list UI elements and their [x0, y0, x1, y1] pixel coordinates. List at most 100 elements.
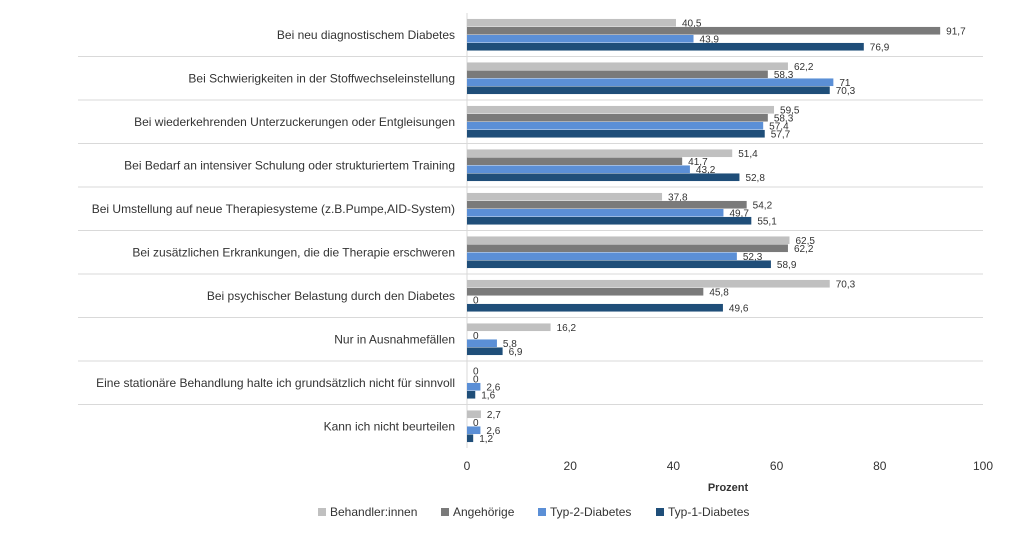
data-label: 2,6 — [486, 382, 500, 393]
category-label: Bei Bedarf an intensiver Schulung oder s… — [124, 158, 455, 172]
data-label: 41,7 — [688, 157, 708, 168]
x-tick-label: 60 — [770, 459, 784, 473]
data-label: 91,7 — [946, 26, 966, 37]
category-label: Bei zusätzlichen Erkrankungen, die die T… — [132, 245, 455, 259]
bar-angeh-rige — [467, 113, 768, 122]
data-label: 76,9 — [870, 42, 890, 53]
bar-typ-1-diabetes — [467, 390, 476, 399]
x-tick-label: 40 — [667, 459, 681, 473]
legend-swatch — [441, 508, 449, 516]
x-tick-label: 80 — [873, 459, 887, 473]
bar-typ-2-diabetes — [467, 165, 690, 174]
bar-typ-2-diabetes — [467, 339, 497, 348]
data-label: 2,6 — [486, 426, 500, 437]
bar-typ-2-diabetes — [467, 78, 834, 87]
data-label: 58,3 — [774, 113, 794, 124]
bar-typ-1-diabetes — [467, 303, 723, 312]
data-label: 49,7 — [729, 208, 749, 219]
bar-typ-1-diabetes — [467, 434, 474, 443]
x-tick-label: 20 — [564, 459, 578, 473]
bar-behandler-innen — [467, 279, 830, 288]
data-label: 58,9 — [777, 260, 797, 271]
data-label: 16,2 — [557, 323, 577, 334]
data-label: 6,9 — [509, 347, 523, 358]
bar-behandler-innen — [467, 105, 775, 114]
bar-typ-1-diabetes — [467, 129, 765, 138]
bar-behandler-innen — [467, 149, 733, 158]
data-label: 52,3 — [743, 252, 763, 263]
bar-typ-1-diabetes — [467, 173, 740, 182]
legend-label: Typ-1-Diabetes — [668, 505, 749, 519]
bar-behandler-innen — [467, 18, 676, 27]
bar-typ-2-diabetes — [467, 382, 481, 391]
data-label: 51,4 — [738, 149, 758, 160]
data-label: 54,2 — [753, 200, 773, 211]
legend-swatch — [656, 508, 664, 516]
data-label: 2,7 — [487, 410, 501, 421]
data-label: 70,3 — [836, 279, 856, 290]
data-label: 0 — [473, 366, 479, 377]
data-label: 55,1 — [757, 216, 777, 227]
data-label: 1,6 — [481, 390, 495, 401]
bar-typ-1-diabetes — [467, 86, 830, 95]
bar-typ-1-diabetes — [467, 42, 864, 51]
data-label: 59,5 — [780, 105, 800, 116]
data-label: 62,2 — [794, 62, 814, 73]
data-label: 49,6 — [729, 303, 749, 314]
x-tick-label: 0 — [464, 459, 471, 473]
category-label: Bei wiederkehrenden Unterzuckerungen ode… — [134, 115, 455, 129]
bar-typ-2-diabetes — [467, 121, 764, 130]
data-label: 40,5 — [682, 18, 702, 29]
bar-angeh-rige — [467, 287, 704, 296]
data-label: 71 — [839, 78, 851, 89]
data-label: 0 — [473, 418, 479, 429]
bar-angeh-rige — [467, 26, 941, 35]
data-label: 1,2 — [479, 434, 493, 445]
data-label: 0 — [473, 374, 479, 385]
data-label: 43,9 — [700, 34, 720, 45]
bar-behandler-innen — [467, 236, 790, 245]
bar-behandler-innen — [467, 410, 481, 419]
data-label: 43,2 — [696, 165, 716, 176]
bar-angeh-rige — [467, 200, 747, 209]
category-label: Bei Umstellung auf neue Therapiesysteme … — [92, 202, 455, 216]
bar-behandler-innen — [467, 192, 663, 201]
category-label: Bei psychischer Belastung durch den Diab… — [207, 289, 455, 303]
data-label: 0 — [473, 295, 479, 306]
bar-typ-1-diabetes — [467, 216, 752, 225]
data-label: 62,5 — [796, 236, 816, 247]
bar-angeh-rige — [467, 244, 788, 253]
x-axis-title: Prozent — [708, 482, 749, 494]
bar-typ-2-diabetes — [467, 34, 694, 43]
category-label: Nur in Ausnahmefällen — [334, 332, 455, 346]
bar-behandler-innen — [467, 62, 788, 71]
data-label: 5,8 — [503, 339, 517, 350]
legend-swatch — [318, 508, 326, 516]
data-label: 58,3 — [774, 70, 794, 81]
category-label: Bei Schwierigkeiten in der Stoffwechsele… — [188, 71, 455, 85]
data-label: 57,7 — [771, 129, 791, 140]
data-label: 57,4 — [769, 121, 789, 132]
legend-label: Behandler:innen — [330, 505, 417, 519]
bar-typ-2-diabetes — [467, 426, 481, 435]
data-label: 0 — [473, 331, 479, 342]
data-label: 45,8 — [709, 287, 729, 298]
bar-behandler-innen — [467, 323, 551, 332]
legend-label: Angehörige — [453, 505, 515, 519]
data-label: 52,8 — [745, 173, 765, 184]
bar-typ-2-diabetes — [467, 208, 724, 217]
category-label: Bei neu diagnostischem Diabetes — [277, 28, 455, 42]
category-label: Eine stationäre Behandlung halte ich gru… — [96, 376, 455, 390]
bar-angeh-rige — [467, 70, 768, 79]
data-label: 62,2 — [794, 244, 814, 255]
legend-swatch — [538, 508, 546, 516]
bar-typ-1-diabetes — [467, 347, 503, 356]
x-tick-label: 100 — [973, 459, 993, 473]
bar-typ-2-diabetes — [467, 252, 737, 261]
bar-typ-1-diabetes — [467, 260, 771, 269]
legend-label: Typ-2-Diabetes — [550, 505, 631, 519]
category-label: Kann ich nicht beurteilen — [324, 419, 455, 433]
bar-angeh-rige — [467, 157, 683, 166]
data-label: 70,3 — [836, 86, 856, 97]
data-label: 37,8 — [668, 192, 688, 203]
